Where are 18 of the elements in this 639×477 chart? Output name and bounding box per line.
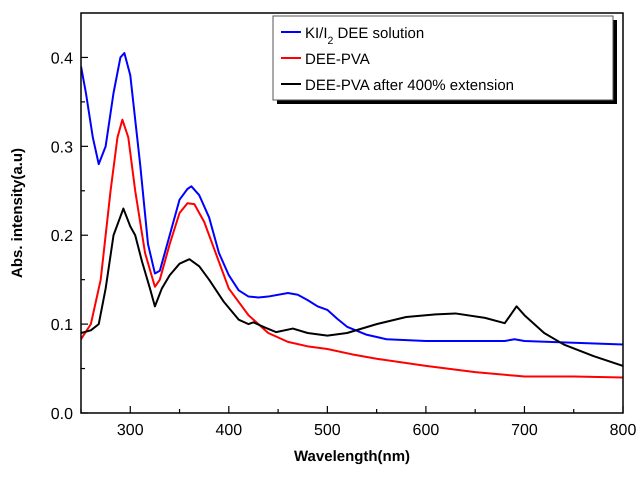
text: 0.0 (50, 406, 73, 423)
x-tick-label: 400 (215, 422, 242, 439)
x-tick-label: 600 (412, 422, 440, 439)
legend-label: DEE-PVA (305, 51, 370, 68)
x-tick-label: 500 (314, 422, 341, 439)
y-tick-label: 0.3 (50, 139, 74, 156)
y-axis-title: Abs. intensity(a.u) (9, 148, 26, 278)
x-tick-label: 700 (511, 422, 538, 439)
y-tick-label: 0.4 (50, 50, 74, 68)
x-tick-label: 800 (610, 422, 636, 439)
x-tick-label: 300 (116, 422, 144, 439)
line-series (81, 118, 623, 378)
y-tick-label: 0.1 (50, 317, 74, 334)
x-axis-title: Wavelength(nm) (294, 448, 410, 465)
legend-label: KI/I$_{2}$ DEE solution (305, 25, 424, 47)
legend-label: DEE-PVA after 400% extension (305, 77, 514, 94)
line-series (81, 52, 623, 346)
y-tick-label: 0.2 (50, 228, 74, 246)
